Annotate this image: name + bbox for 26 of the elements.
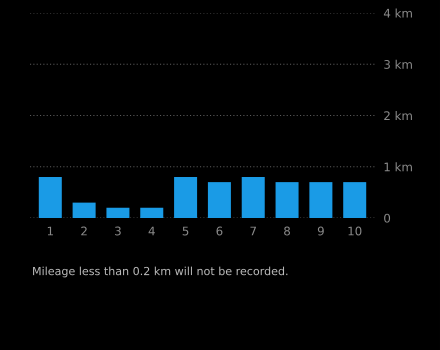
bar bbox=[106, 208, 130, 218]
y-tick-label: 2 km bbox=[384, 111, 412, 120]
x-tick-label: 7 bbox=[250, 226, 256, 236]
y-tick-label: 4 km bbox=[384, 8, 412, 18]
bar bbox=[174, 177, 198, 218]
y-tick-label: 0 bbox=[384, 214, 390, 223]
x-tick-label: 4 bbox=[148, 226, 155, 236]
y-tick-label: 1 km bbox=[384, 162, 412, 172]
x-tick-label: 1 bbox=[48, 226, 53, 236]
x-tick-label: 8 bbox=[284, 226, 290, 236]
bar bbox=[276, 182, 299, 218]
bar bbox=[242, 177, 265, 218]
text: Mileage less than 0.2 km will not be recorded. bbox=[33, 266, 288, 278]
x-tick-label: 6 bbox=[216, 226, 222, 236]
x-tick-label: 3 bbox=[115, 226, 121, 236]
x-tick-label: 2 bbox=[81, 226, 87, 236]
bar bbox=[309, 182, 332, 218]
bar bbox=[72, 202, 96, 218]
bar bbox=[208, 182, 231, 218]
x-tick-label: 10 bbox=[348, 226, 362, 236]
bar bbox=[38, 177, 62, 218]
y-tick-label: 3 km bbox=[384, 60, 412, 69]
bar bbox=[343, 182, 366, 218]
bar bbox=[140, 208, 164, 218]
x-tick-label: 9 bbox=[318, 226, 324, 236]
x-tick-label: 5 bbox=[182, 226, 188, 236]
